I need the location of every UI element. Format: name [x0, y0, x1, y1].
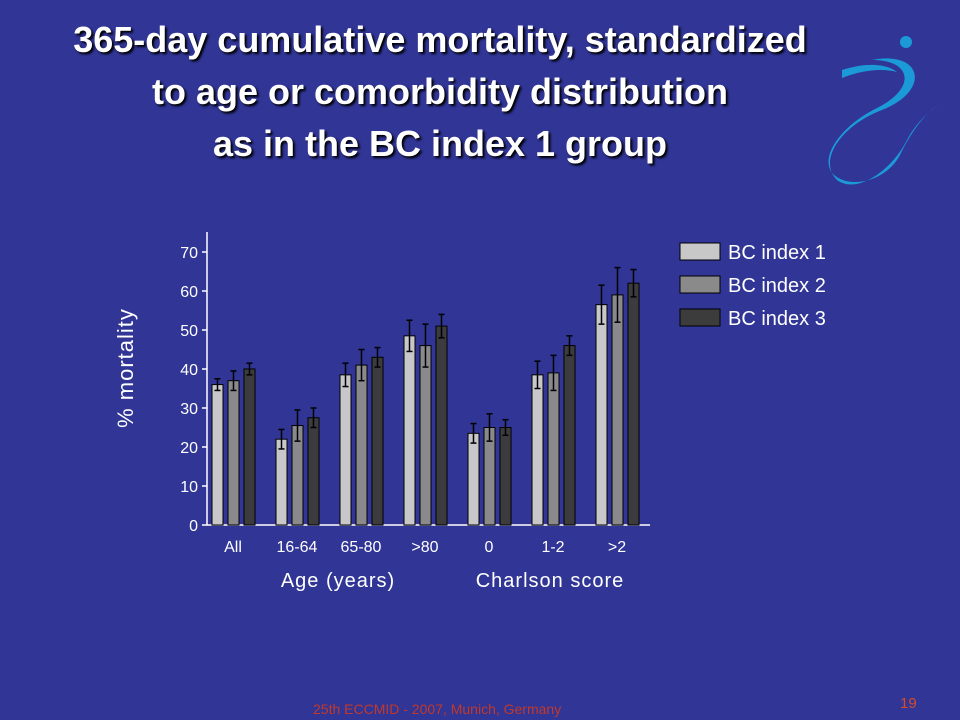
y-tick-label: 70 [180, 245, 198, 262]
x-tick-label: >2 [608, 539, 626, 556]
x-tick-label: 1-2 [541, 539, 564, 556]
y-axis-label: % mortality [113, 308, 138, 428]
bar-3 [627, 282, 640, 526]
y-tick-label: 0 [189, 518, 198, 535]
y-tick-label: 50 [180, 323, 198, 340]
bar-3 [563, 345, 576, 526]
bar-2 [483, 427, 496, 526]
eccmid-swirl-logo-icon [828, 36, 944, 185]
bar-1 [595, 304, 608, 526]
bar-3 [371, 356, 384, 526]
bar-1 [467, 432, 480, 526]
x-tick-label: 65-80 [341, 539, 382, 556]
title-line-2: to age or comorbidity distribution [152, 71, 728, 112]
x-tick-label: >80 [411, 539, 438, 556]
bar-1 [275, 438, 288, 526]
legend-swatch [679, 308, 721, 327]
y-tick-label: 10 [180, 479, 198, 496]
legend-swatch [679, 275, 721, 294]
x-tick-label: All [224, 539, 242, 556]
y-tick-label: 20 [180, 440, 198, 457]
page-number: 19 [900, 695, 917, 712]
bar-3 [243, 368, 256, 526]
group-label-charlson: Charlson score [476, 570, 625, 592]
legend-label: BC index 3 [728, 308, 826, 330]
bar-1 [339, 374, 352, 526]
legend-label: BC index 2 [728, 275, 826, 297]
slide-title: 365-day cumulative mortality, standardiz… [40, 14, 840, 170]
legend-label: BC index 1 [728, 242, 826, 264]
legend-swatch [679, 242, 721, 261]
bar-3 [435, 325, 448, 526]
bar-3 [307, 417, 320, 526]
bar-2 [419, 345, 432, 526]
footer-text: 25th ECCMID - 2007, Munich, Germany [313, 701, 562, 717]
bar-2 [611, 294, 624, 526]
group-label-age: Age (years) [281, 570, 395, 592]
bar-1 [531, 374, 544, 526]
bar-3 [499, 427, 512, 526]
title-line-3: as in the BC index 1 group [212, 123, 668, 164]
y-tick-label: 60 [180, 284, 198, 301]
title-line-1: 365-day cumulative mortality, standardiz… [73, 19, 807, 60]
bar-2 [227, 380, 240, 526]
x-tick-label: 16-64 [277, 539, 318, 556]
y-tick-label: 30 [180, 401, 198, 418]
x-tick-label: 0 [485, 539, 494, 556]
y-tick-label: 40 [180, 362, 198, 379]
bar-2 [547, 372, 560, 526]
bar-1 [211, 384, 224, 526]
bar-1 [403, 335, 416, 526]
bar-2 [355, 364, 368, 526]
